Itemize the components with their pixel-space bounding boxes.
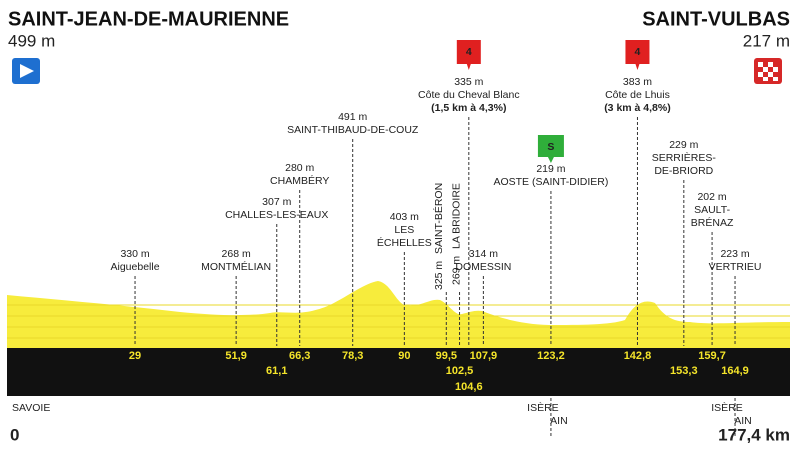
altitude: 491 m [338, 111, 367, 123]
altitude: 383 m [623, 76, 652, 88]
altitude: 403 m [390, 211, 419, 223]
altitude: 269 m [450, 256, 462, 285]
altitude: 219 m [536, 163, 565, 175]
place-name: VERTRIEU [709, 261, 762, 273]
km-label: 164,9 [721, 365, 749, 377]
sprint-label: S [547, 141, 554, 153]
place-name: Côte du Cheval Blanc [418, 89, 520, 101]
place-name: SAINT-BÉRON [432, 183, 445, 254]
km-label: 51,9 [225, 350, 246, 362]
region: ISÈRE [711, 401, 743, 414]
place-name: CHALLES-LES-EAUX [225, 209, 328, 221]
finish-name: SAINT-VULBAS [642, 8, 790, 30]
place-name: ÉCHELLES [377, 236, 432, 249]
altitude: 229 m [669, 139, 698, 151]
km-label: 142,8 [624, 350, 652, 362]
start-icon [12, 58, 40, 84]
km-label: 99,5 [436, 350, 457, 362]
finish-km: 177,4 km [718, 425, 790, 444]
altitude: 325 m [433, 261, 445, 290]
place-name: LES [394, 224, 414, 236]
region: SAVOIE [12, 402, 50, 414]
km-label: 90 [398, 350, 410, 362]
climb-category: 4 [466, 46, 472, 58]
start-km: 0 [10, 425, 19, 444]
place-name: Côte de Lhuis [605, 89, 670, 101]
start-altitude: 499 m [8, 31, 55, 50]
profile [7, 281, 790, 396]
climb-flag [625, 40, 650, 70]
km-label: 153,3 [670, 365, 698, 377]
region: AIN [550, 415, 568, 427]
altitude: 268 m [222, 248, 251, 260]
region: AIN [734, 415, 752, 427]
finish-icon [754, 58, 782, 84]
vertical-label: 269 m LA BRIDOIRE [450, 183, 462, 285]
km-label: 107,9 [470, 350, 498, 362]
place-name: LA BRIDOIRE [450, 183, 462, 249]
km-label: 29 [129, 350, 141, 362]
altitude: 314 m [469, 248, 498, 260]
place-name: SAULT- [694, 204, 730, 216]
place-name: CHAMBÉRY [270, 174, 329, 187]
km-label: 61,1 [266, 365, 287, 377]
km-label: 66,3 [289, 350, 310, 362]
start-name: SAINT-JEAN-DE-MAURIENNE [8, 8, 289, 30]
km-label: 123,2 [537, 350, 565, 362]
altitude: 280 m [285, 162, 314, 174]
place-name: Aiguebelle [111, 261, 160, 273]
altitude: 335 m [454, 76, 483, 88]
km-label: 78,3 [342, 350, 363, 362]
vertical-label: 325 m SAINT-BÉRON [432, 183, 445, 290]
km-label: 102,5 [446, 365, 474, 377]
altitude: 223 m [720, 248, 749, 260]
km-label: 159,7 [698, 350, 726, 362]
place-name: DE-BRIORD [654, 165, 713, 177]
place-name: DOMESSIN [455, 261, 511, 273]
place-name: BRÉNAZ [691, 216, 734, 229]
finish-altitude: 217 m [743, 31, 790, 50]
region: ISÈRE [527, 401, 559, 414]
place-name: MONTMÉLIAN [201, 260, 271, 273]
place-name: SAINT-THIBAUD-DE-COUZ [287, 124, 419, 136]
climb-detail: (1,5 km à 4,3%) [431, 102, 506, 114]
altitude: 330 m [120, 248, 149, 260]
climb-category: 4 [635, 46, 641, 58]
climb-flag [456, 40, 481, 70]
altitude: 202 m [697, 191, 726, 203]
place-name: SERRIÈRES- [652, 151, 717, 164]
climb-detail: (3 km à 4,8%) [604, 102, 671, 114]
place-name: AOSTE (SAINT-DIDIER) [493, 176, 608, 188]
altitude: 307 m [262, 196, 291, 208]
km-label: 104,6 [455, 381, 483, 393]
sprint-icon [537, 135, 564, 163]
